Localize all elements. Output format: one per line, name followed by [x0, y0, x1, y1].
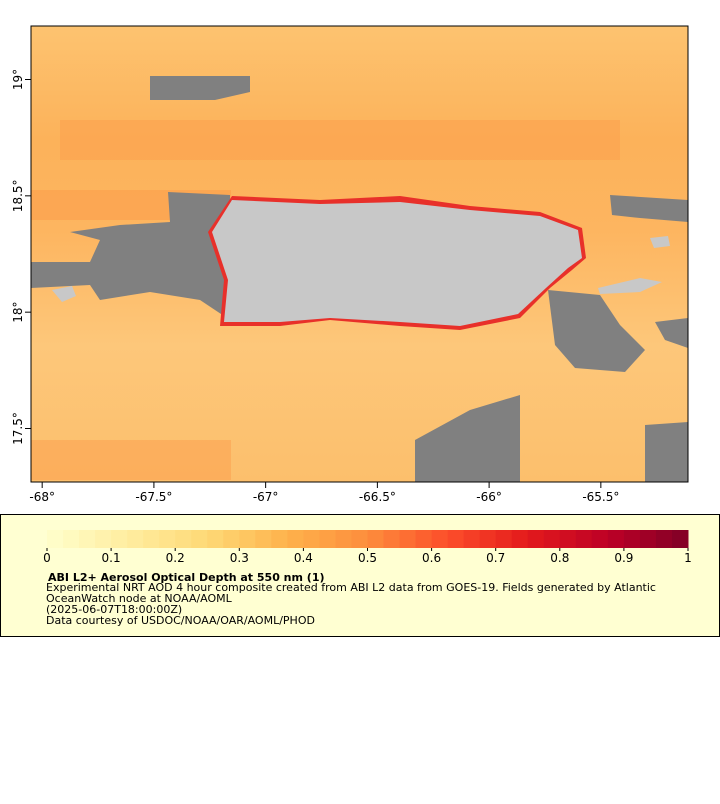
colorbar-step [223, 530, 240, 548]
credit: Data courtesy of USDOC/NOAA/OAR/AOML/PHO… [46, 614, 315, 627]
y-tick-label: 17.5° [11, 412, 25, 445]
colorbar-step [511, 530, 529, 548]
map-area [30, 25, 689, 483]
y-tick-label: 18.5° [11, 179, 25, 212]
colorbar-tick-label: 0.7 [486, 551, 505, 565]
land [52, 286, 76, 302]
land [212, 200, 582, 326]
colorbar-step [575, 530, 593, 548]
x-tick-label: -66° [476, 490, 502, 504]
colorbar-step [623, 530, 641, 548]
colorbar-step [463, 530, 481, 548]
colorbar-step [671, 530, 689, 548]
colorbar-step [415, 530, 433, 548]
no-data-area [415, 395, 520, 482]
colorbar-step [63, 530, 80, 548]
colorbar-step [271, 530, 288, 548]
no-data-area [548, 290, 645, 372]
colorbar-step [287, 530, 304, 548]
colorbar-step [95, 530, 112, 548]
no-data-area [31, 192, 230, 320]
time: (2025-06-07T18:00:00Z) [46, 603, 183, 616]
y-tick-label: 18° [11, 302, 25, 323]
colorbar-step [159, 530, 176, 548]
colorbar-step [607, 530, 625, 548]
colorbar-step [127, 530, 144, 548]
colorbar-tick-label: 0.6 [422, 551, 441, 565]
x-tick-label: -67.5° [135, 490, 172, 504]
colorbar-step [79, 530, 96, 548]
colorbar-step [447, 530, 465, 548]
aod-band [31, 440, 231, 480]
colorbar-step [335, 530, 352, 548]
colorbar-step [191, 530, 208, 548]
colorbar-step [431, 530, 449, 548]
colorbar-step [319, 530, 336, 548]
colorbar-step [399, 530, 417, 548]
y-tick-label: 19° [11, 69, 25, 90]
no-data-area [150, 76, 250, 100]
colorbar-step [239, 530, 256, 548]
colorbar-step [303, 530, 320, 548]
colorbar-step [655, 530, 673, 548]
colorbar-tick-label: 0.5 [358, 551, 377, 565]
x-tick-label: -66.5° [359, 490, 396, 504]
x-tick-label: -68° [29, 490, 55, 504]
colorbar-tick-label: 0.3 [230, 551, 249, 565]
map-frame [30, 25, 689, 483]
x-tick-label: -67° [253, 490, 279, 504]
colorbar: 0 0.1 0.2 0.3 0.4 0.5 0.6 0.7 0.8 0.9 1 [43, 530, 692, 565]
aod-band [60, 120, 620, 160]
colorbar-step [175, 530, 192, 548]
no-data-area [610, 195, 688, 222]
colorbar-step [495, 530, 513, 548]
colorbar-step [591, 530, 609, 548]
colorbar-step [367, 530, 385, 548]
x-tick-label: -65.5° [582, 490, 619, 504]
colorbar-tick-label: 0.1 [102, 551, 121, 565]
colorbar-step [351, 530, 368, 548]
colorbar-step [479, 530, 497, 548]
colorbar-step [111, 530, 128, 548]
colorbar-step [559, 530, 577, 548]
title: ABI L2+ Aerosol Optical Depth at 550 nm … [48, 571, 325, 584]
no-data [31, 76, 688, 482]
land [650, 236, 670, 248]
colorbar-tick-label: 0.8 [550, 551, 569, 565]
colorbar-step [383, 530, 401, 548]
colorbar-tick-label: 1 [684, 551, 692, 565]
colorbar-step [47, 530, 64, 548]
no-data-area [655, 318, 688, 348]
colorbar-tick-label: 0 [43, 551, 51, 565]
colorbar-tick-label: 0.4 [294, 551, 313, 565]
info-box: Experimental NRT AOD 4 hour composite cr… [46, 582, 706, 626]
colorbar-step [143, 530, 160, 548]
colorbar-step [255, 530, 272, 548]
land [598, 278, 662, 294]
colorbar-step [207, 530, 224, 548]
axes: -68° -67.5° -67° -66.5° -66° -65.5° 17.5° 18° 18… [11, 69, 619, 504]
colorbar-step [639, 530, 657, 548]
colorbar-tick-label: 0.2 [166, 551, 185, 565]
colorbar-step [543, 530, 561, 548]
no-data-area [645, 422, 688, 482]
colorbar-step [527, 530, 545, 548]
description: Experimental NRT AOD 4 hour composite cr… [46, 582, 656, 605]
info: Experimental NRT AOD 4 hour composite cr… [46, 582, 706, 626]
colorbar-tick-label: 0.9 [614, 551, 633, 565]
